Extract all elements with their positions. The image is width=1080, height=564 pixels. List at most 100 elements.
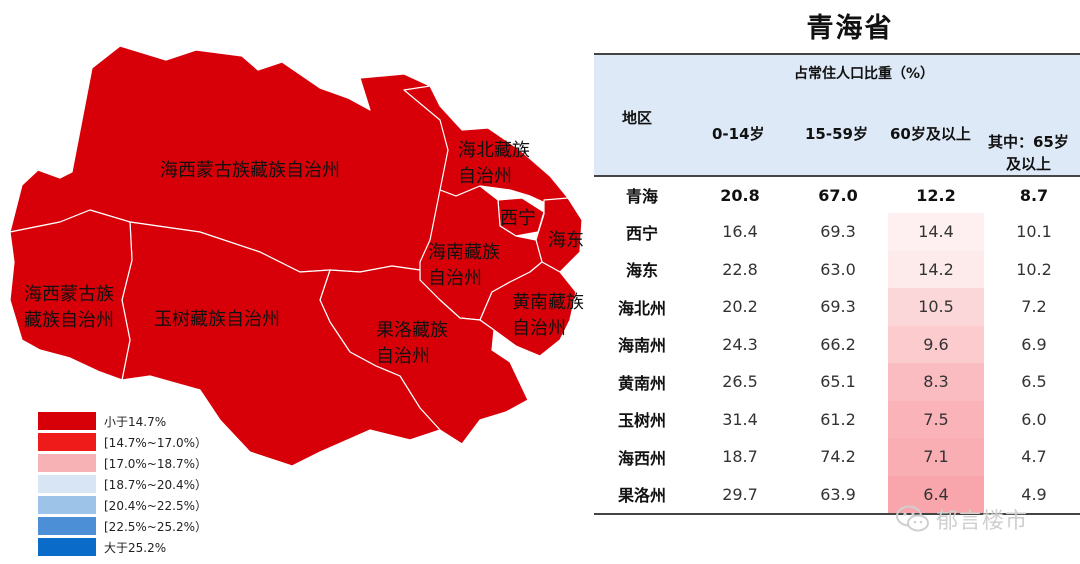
header-col1: 0-14岁 — [712, 125, 765, 143]
cell-60-plus: 14.2 — [918, 259, 954, 279]
region-haixi-west — [9, 209, 133, 381]
page-title: 青海省 — [806, 13, 894, 44]
cell-65-plus: 8.7 — [1019, 185, 1049, 205]
cell-65-plus: 6.9 — [1021, 334, 1047, 354]
label-haixi-main: 海西蒙古族藏族自治州 — [160, 160, 340, 181]
cell-60-plus: 6.4 — [923, 484, 949, 504]
legend-label: 大于25.2% — [104, 540, 167, 555]
label-huangnan: 黄南藏族 自治州 — [512, 292, 584, 339]
table-row: 黄南州 26.5 65.1 8.3 6.5 — [594, 363, 1080, 401]
cell-0-14: 24.3 — [722, 334, 758, 354]
legend-swatch — [38, 538, 96, 556]
wechat-icon — [896, 505, 929, 532]
cell-60-plus: 7.5 — [923, 409, 949, 429]
cell-0-14: 20.8 — [720, 185, 760, 205]
legend-item: [20.4%~22.5%） — [38, 495, 207, 515]
population-table: 地区 占常住人口比重（%） 0-14岁 15-59岁 60岁及以上 其中：65岁… — [594, 53, 1080, 515]
table-header: 地区 占常住人口比重（%） 0-14岁 15-59岁 60岁及以上 其中：65岁… — [594, 53, 1080, 177]
header-group: 占常住人口比重（%） — [794, 66, 935, 82]
header-col4-line2: 及以上 — [1006, 155, 1052, 173]
legend-label: [17.0%~18.7%） — [104, 456, 207, 471]
legend-label: [22.5%~25.2%） — [104, 519, 207, 534]
cell-0-14: 20.2 — [722, 297, 758, 317]
cell-15-59: 74.2 — [820, 447, 856, 467]
cell-60-plus: 14.4 — [918, 222, 954, 242]
heat-cell — [888, 213, 984, 251]
cell-60-plus: 8.3 — [923, 372, 949, 392]
watermark-text: 郁言楼市 — [936, 509, 1029, 534]
heat-cell — [888, 438, 984, 476]
cell-region: 青海 — [625, 187, 658, 206]
cell-15-59: 69.3 — [820, 297, 856, 317]
cell-65-plus: 10.2 — [1016, 259, 1052, 279]
legend-item: 大于25.2% — [38, 537, 207, 557]
cell-15-59: 69.3 — [820, 222, 856, 242]
legend-label: [18.7%~20.4%） — [104, 477, 207, 492]
cell-region: 海东 — [625, 261, 658, 281]
header-col4-line1: 其中：65岁 — [988, 133, 1069, 151]
legend-swatch — [38, 412, 96, 430]
legend-swatch — [38, 454, 96, 472]
cell-65-plus: 6.5 — [1021, 372, 1047, 392]
legend-item: [18.7%~20.4%） — [38, 474, 207, 494]
cell-60-plus: 9.6 — [923, 334, 949, 354]
cell-15-59: 63.9 — [820, 484, 856, 504]
heat-cell — [888, 363, 984, 401]
cell-60-plus: 12.2 — [916, 185, 956, 205]
legend-label: [20.4%~22.5%） — [104, 498, 207, 513]
table-row: 海西州 18.7 74.2 7.1 4.7 — [594, 438, 1080, 476]
table-row: 果洛州 29.7 63.9 6.4 4.9 — [594, 475, 1080, 513]
cell-15-59: 63.0 — [820, 259, 856, 279]
table-row: 海东 22.8 63.0 14.2 10.2 — [594, 250, 1080, 288]
cell-0-14: 26.5 — [722, 372, 758, 392]
label-haixi-west: 海西蒙古族 藏族自治州 — [24, 284, 114, 331]
cell-65-plus: 10.1 — [1016, 222, 1052, 242]
watermark: 郁言楼市 — [896, 503, 1028, 535]
label-haidong: 海东 — [548, 230, 584, 251]
heat-cell — [888, 325, 984, 363]
legend-swatch — [38, 475, 96, 493]
cell-0-14: 22.8 — [722, 259, 758, 279]
cell-65-plus: 4.7 — [1021, 447, 1047, 467]
table-row: 海北州 20.2 69.3 10.5 7.2 — [594, 288, 1080, 326]
legend-item: 小于14.7% — [38, 411, 207, 431]
label-guoluo: 果洛藏族 自治州 — [376, 320, 448, 367]
legend-swatch — [38, 433, 96, 451]
cell-15-59: 61.2 — [820, 409, 856, 429]
cell-0-14: 16.4 — [722, 222, 758, 242]
table-row: 海南州 24.3 66.2 9.6 6.9 — [594, 325, 1080, 363]
label-haibei: 海北藏族 自治州 — [458, 140, 530, 187]
label-xining: 西宁 — [500, 208, 536, 229]
cell-15-59: 65.1 — [820, 372, 856, 392]
cell-60-plus: 7.1 — [923, 447, 949, 467]
legend-swatch — [38, 517, 96, 535]
legend-label: [14.7%~17.0%） — [104, 435, 207, 450]
cell-region: 果洛州 — [617, 486, 666, 506]
heat-cell — [888, 288, 984, 326]
legend-item: [14.7%~17.0%） — [38, 432, 207, 452]
cell-region: 海北州 — [617, 298, 666, 318]
cell-0-14: 18.7 — [722, 447, 758, 467]
cell-0-14: 29.7 — [722, 484, 758, 504]
table-row: 西宁 16.4 69.3 14.4 10.1 — [594, 213, 1080, 251]
header-region: 地区 — [622, 109, 653, 127]
cell-65-plus: 4.9 — [1021, 484, 1047, 504]
cell-65-plus: 7.2 — [1021, 297, 1047, 317]
label-hainan: 海南藏族 自治州 — [428, 242, 500, 289]
cell-region: 黄南州 — [617, 373, 666, 393]
table-bottom-rule — [594, 513, 1080, 515]
heat-cell — [888, 250, 984, 288]
legend-swatch — [38, 496, 96, 514]
table-row: 青海 20.8 67.0 12.2 8.7 — [594, 177, 1080, 213]
cell-region: 海西州 — [617, 448, 666, 468]
table-row: 玉树州 31.4 61.2 7.5 6.0 — [594, 400, 1080, 438]
heat-cell — [888, 400, 984, 438]
legend-item: [22.5%~25.2%） — [38, 516, 207, 536]
cell-60-plus: 10.5 — [918, 297, 954, 317]
cell-15-59: 66.2 — [820, 334, 856, 354]
cell-region: 玉树州 — [617, 411, 666, 431]
legend-label: 小于14.7% — [104, 414, 167, 429]
header-col2: 15-59岁 — [805, 125, 868, 143]
table-body: 青海 20.8 67.0 12.2 8.7 西宁 16.4 69.3 14.4 10.1 海东 22.… — [594, 177, 1080, 513]
cell-region: 海南州 — [617, 336, 666, 356]
